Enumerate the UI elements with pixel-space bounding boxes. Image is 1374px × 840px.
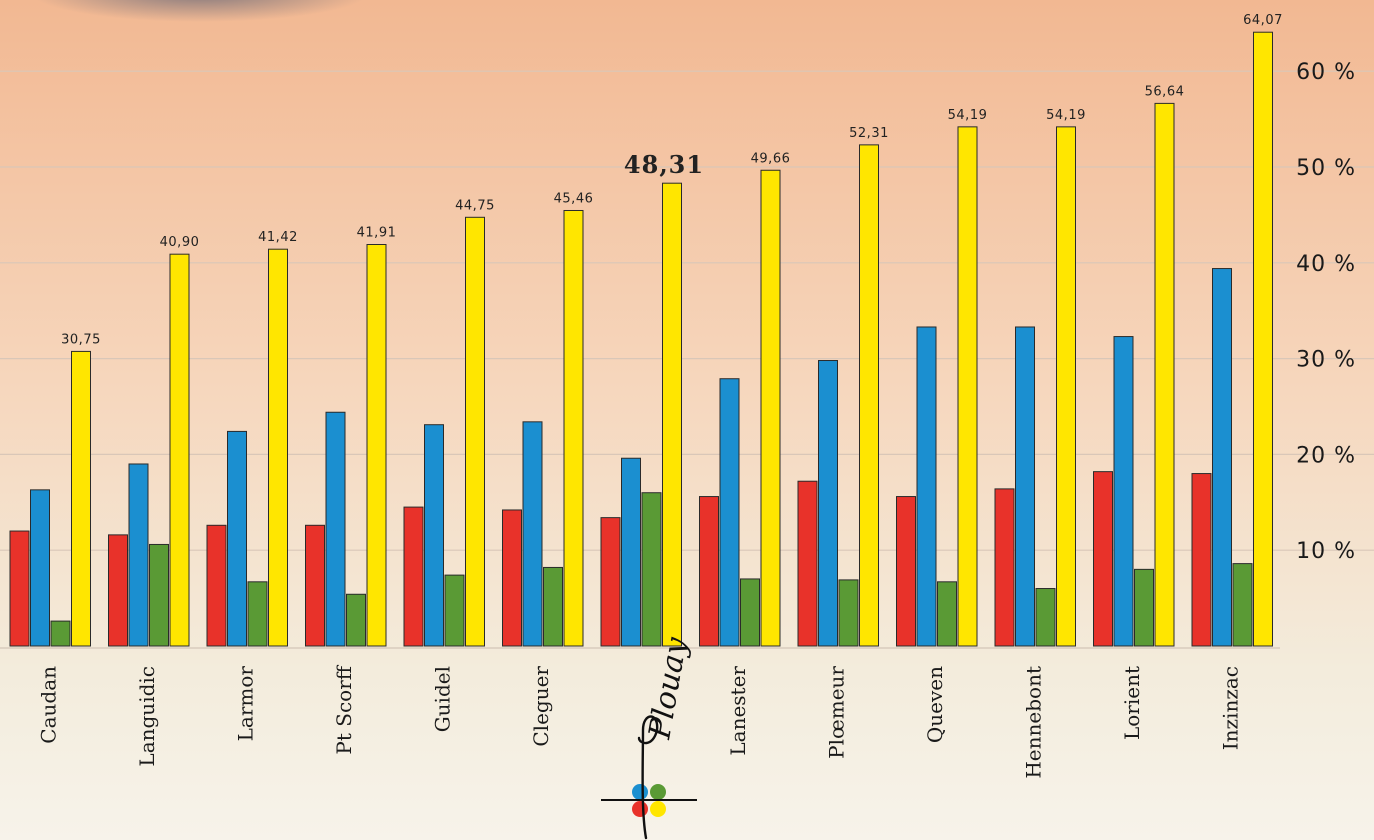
bar-series-1-10 xyxy=(994,488,1015,647)
data-labels: 30,75 40,90 41,42 41,91 44,75 45,46 48,31 49,66… xyxy=(61,13,1283,347)
bar-series-1-1 xyxy=(108,534,128,647)
bar-series-1-5 xyxy=(502,509,522,647)
bar-series-4-11 xyxy=(1154,102,1175,647)
bar-series-3-2 xyxy=(247,581,268,647)
bar-series-2-11 xyxy=(1113,336,1134,647)
data-label: 54,19 xyxy=(948,108,988,123)
logo-dot-green xyxy=(650,784,666,800)
bar-series-1-3 xyxy=(305,524,325,647)
category-label: Plœmeur xyxy=(824,666,848,759)
category-label: Hennebont xyxy=(1021,666,1045,779)
bar-series-3-12 xyxy=(1232,563,1253,647)
logo-dot-blue xyxy=(632,784,648,800)
category-label: Cleguer xyxy=(529,666,553,747)
bar-series-4-0 xyxy=(71,350,91,647)
bar-series-4-10 xyxy=(1056,126,1076,647)
bar-series-2-12 xyxy=(1212,268,1232,647)
logo-dot-red xyxy=(632,801,648,817)
bar-series-1-9 xyxy=(896,496,916,647)
bar-series-2-6 xyxy=(621,457,641,647)
bar-series-1-6 xyxy=(600,517,621,647)
bar-series-2-8 xyxy=(818,360,838,647)
bar-series-2-9 xyxy=(916,326,937,647)
category-label: Languidic xyxy=(135,666,159,767)
y-tick-label: 20 % xyxy=(1296,443,1356,468)
category-label: Larmor xyxy=(233,666,257,742)
bar-series-2-4 xyxy=(424,424,444,647)
y-tick-label: 10 % xyxy=(1296,539,1356,564)
data-label: 30,75 xyxy=(61,332,101,347)
category-label: Caudan xyxy=(36,666,60,744)
category-label: Pt Scorff xyxy=(332,664,356,754)
background-smudge xyxy=(36,0,364,22)
bars xyxy=(9,31,1273,647)
bar-series-3-6 xyxy=(641,492,662,647)
data-label: 49,66 xyxy=(751,151,791,166)
grid xyxy=(0,70,1374,649)
data-label: 52,31 xyxy=(849,126,889,141)
logo-signature-stroke xyxy=(637,715,659,840)
category-label: Lorient xyxy=(1120,666,1144,740)
bar-series-3-1 xyxy=(149,543,169,647)
bar-series-4-3 xyxy=(366,244,387,647)
bar-series-4-1 xyxy=(169,253,190,647)
category-label: Queven xyxy=(923,666,947,743)
bar-series-4-6 xyxy=(662,182,682,647)
bar-series-4-5 xyxy=(563,209,584,647)
bar-series-3-8 xyxy=(838,579,859,647)
category-label: Lanester xyxy=(726,666,750,756)
data-label: 41,91 xyxy=(357,226,397,241)
bar-series-1-8 xyxy=(797,480,818,647)
bar-series-2-2 xyxy=(227,430,247,647)
data-label: 48,31 xyxy=(624,150,704,179)
data-label: 54,19 xyxy=(1046,108,1086,123)
bar-series-1-7 xyxy=(699,496,719,647)
bar-series-3-7 xyxy=(740,578,760,647)
data-label: 40,90 xyxy=(160,235,200,250)
bar-series-1-11 xyxy=(1093,471,1113,647)
y-tick-label: 50 % xyxy=(1296,156,1356,181)
bar-series-1-2 xyxy=(206,524,227,647)
y-axis: 10 % 20 % 30 % 40 % 50 % 60 % xyxy=(1296,60,1356,564)
bar-series-4-4 xyxy=(465,216,485,647)
bar-series-3-10 xyxy=(1035,588,1056,647)
logo-dot-yellow xyxy=(650,801,666,817)
bar-series-3-9 xyxy=(937,581,957,647)
bar-series-2-10 xyxy=(1015,326,1035,647)
bar-series-4-9 xyxy=(957,126,978,647)
category-label: Inzinzac xyxy=(1218,666,1242,750)
category-label: Guidel xyxy=(430,666,454,732)
bar-series-4-7 xyxy=(760,169,781,647)
bar-series-4-8 xyxy=(859,144,879,647)
bar-series-2-5 xyxy=(522,421,543,647)
bar-series-3-5 xyxy=(543,566,563,647)
bar-series-2-0 xyxy=(30,489,50,647)
bar-series-3-3 xyxy=(346,593,366,647)
data-label: 56,64 xyxy=(1145,84,1185,99)
bar-series-4-2 xyxy=(268,248,288,647)
data-label: 41,42 xyxy=(258,230,298,245)
bar-series-3-11 xyxy=(1134,568,1154,647)
data-label: 44,75 xyxy=(455,198,495,213)
data-label: 64,07 xyxy=(1243,13,1283,28)
bar-series-2-3 xyxy=(325,411,346,647)
y-tick-label: 30 % xyxy=(1296,348,1356,373)
bar-series-1-0 xyxy=(9,530,30,647)
bar-series-4-12 xyxy=(1253,31,1273,647)
bar-series-3-4 xyxy=(444,574,465,647)
bar-series-1-12 xyxy=(1191,473,1212,647)
data-label: 45,46 xyxy=(554,191,594,206)
bar-series-3-0 xyxy=(50,620,71,647)
bar-series-1-4 xyxy=(403,506,424,647)
y-tick-label: 40 % xyxy=(1296,252,1356,277)
bar-series-2-7 xyxy=(719,378,740,647)
x-axis-categories: Caudan Languidic Larmor Pt Scorff Guidel Cleg… xyxy=(36,664,1242,778)
y-tick-label: 60 % xyxy=(1296,60,1356,85)
bar-series-2-1 xyxy=(128,463,149,647)
